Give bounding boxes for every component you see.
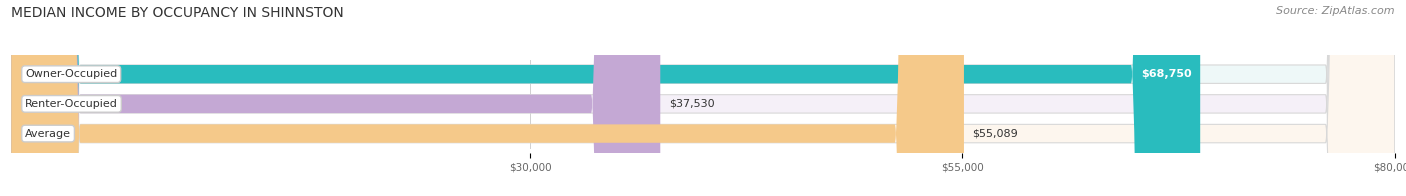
Text: $37,530: $37,530 [669, 99, 714, 109]
Text: $55,089: $55,089 [973, 129, 1018, 139]
Text: $68,750: $68,750 [1140, 69, 1191, 79]
Text: MEDIAN INCOME BY OCCUPANCY IN SHINNSTON: MEDIAN INCOME BY OCCUPANCY IN SHINNSTON [11, 6, 344, 20]
Text: Renter-Occupied: Renter-Occupied [25, 99, 118, 109]
Text: Average: Average [25, 129, 72, 139]
Text: Owner-Occupied: Owner-Occupied [25, 69, 117, 79]
FancyBboxPatch shape [11, 0, 1395, 196]
FancyBboxPatch shape [11, 0, 1201, 196]
FancyBboxPatch shape [11, 0, 1395, 196]
Text: Source: ZipAtlas.com: Source: ZipAtlas.com [1277, 6, 1395, 16]
FancyBboxPatch shape [11, 0, 965, 196]
FancyBboxPatch shape [11, 0, 661, 196]
FancyBboxPatch shape [11, 0, 1395, 196]
